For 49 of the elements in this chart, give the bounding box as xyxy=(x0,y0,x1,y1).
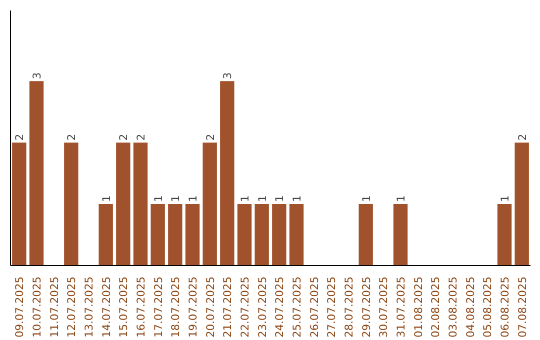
data-label: 2 xyxy=(204,134,217,141)
x-tick-label: 22.07.2025 xyxy=(238,276,252,338)
data-label: 1 xyxy=(238,195,252,202)
x-tick-label: 18.07.2025 xyxy=(169,276,182,338)
x-tick-label: 03.08.2025 xyxy=(446,276,460,338)
data-label: 2 xyxy=(117,134,130,141)
x-tick-label: 24.07.2025 xyxy=(273,276,286,338)
x-tick-label: 31.07.2025 xyxy=(394,276,408,338)
x-tick-label: 23.07.2025 xyxy=(256,276,269,338)
data-label: 1 xyxy=(498,195,512,202)
data-label: 2 xyxy=(134,134,148,141)
x-tick-label: 13.07.2025 xyxy=(82,276,96,338)
data-label: 3 xyxy=(30,72,44,80)
data-label: 1 xyxy=(273,195,286,202)
data-label: 2 xyxy=(13,134,26,141)
x-tick-label: 01.08.2025 xyxy=(412,276,425,338)
x-tick-label: 12.07.2025 xyxy=(65,276,78,338)
x-tick-label: 11.07.2025 xyxy=(48,276,61,338)
data-label: 1 xyxy=(186,195,200,202)
x-tick-label: 25.07.2025 xyxy=(290,276,304,338)
x-tick-label: 21.07.2025 xyxy=(221,276,234,338)
x-tick-label: 29.07.2025 xyxy=(360,276,373,338)
data-label: 2 xyxy=(65,134,78,141)
x-tick-label: 15.07.2025 xyxy=(117,276,130,338)
data-label: 1 xyxy=(100,195,113,202)
x-tick-label: 04.08.2025 xyxy=(464,276,477,338)
data-label: 1 xyxy=(290,195,304,202)
x-tick-label: 09.07.2025 xyxy=(13,276,26,338)
x-tick-label: 05.08.2025 xyxy=(481,276,494,338)
x-tick-label: 10.07.2025 xyxy=(30,276,44,338)
data-label: 1 xyxy=(256,195,269,202)
data-label: 1 xyxy=(152,195,165,202)
x-tick-label: 14.07.2025 xyxy=(100,276,113,338)
x-tick-label: 26.07.2025 xyxy=(308,276,321,338)
data-label: 3 xyxy=(221,72,234,80)
x-tick-label: 28.07.2025 xyxy=(342,276,356,338)
x-tick-label: 20.07.2025 xyxy=(204,276,217,338)
x-tick-label: 30.07.2025 xyxy=(377,276,390,338)
x-tick-label: 06.08.2025 xyxy=(498,276,512,338)
x-tick-label: 19.07.2025 xyxy=(186,276,200,338)
x-tick-label: 16.07.2025 xyxy=(134,276,148,338)
data-label: 1 xyxy=(394,195,408,202)
data-label: 2 xyxy=(516,134,529,141)
x-tick-label: 02.08.2025 xyxy=(429,276,442,338)
x-tick-label: 17.07.2025 xyxy=(152,276,165,338)
x-tick-label: 27.07.2025 xyxy=(325,276,338,338)
data-label: 1 xyxy=(360,195,373,202)
x-tick-label: 07.08.2025 xyxy=(516,276,529,338)
data-label: 1 xyxy=(169,195,182,202)
